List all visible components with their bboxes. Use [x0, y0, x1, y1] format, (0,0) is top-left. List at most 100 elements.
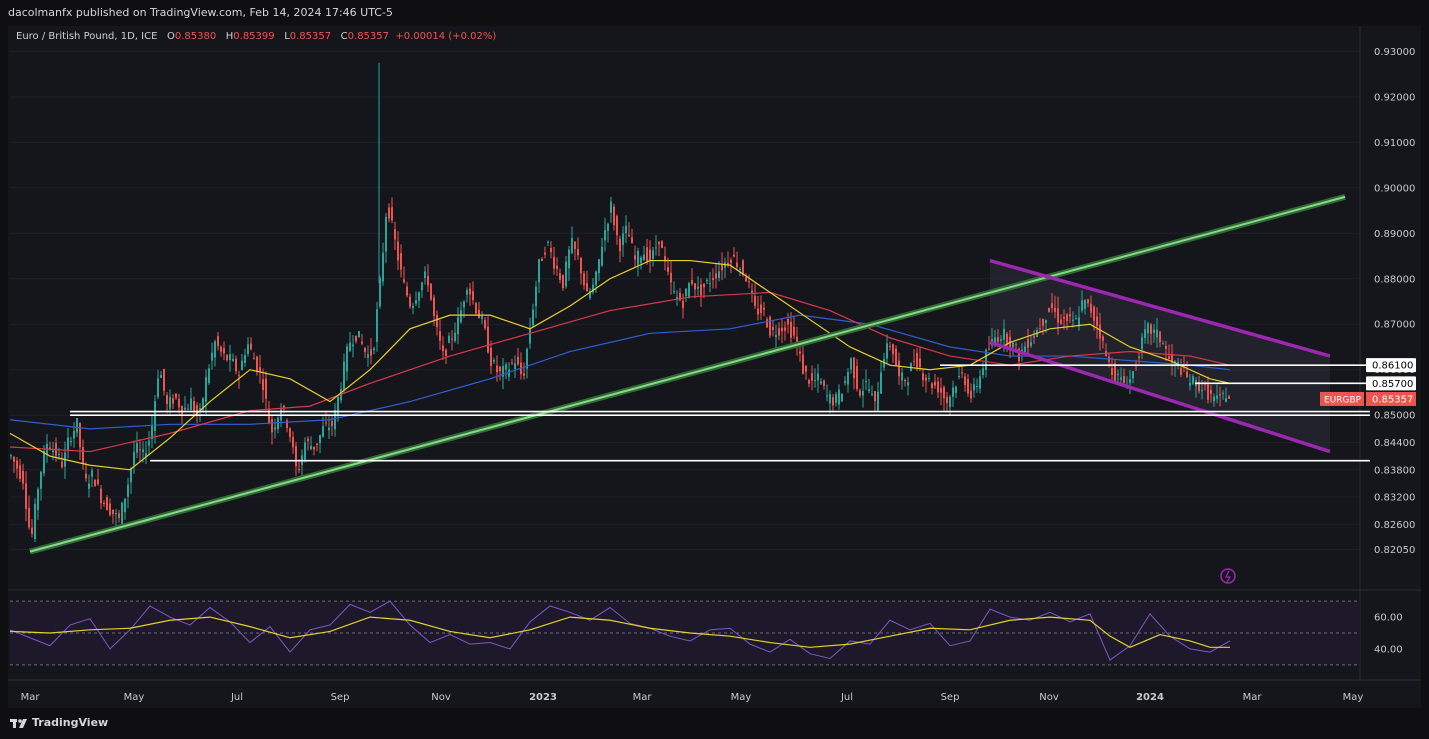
- candle-body: [67, 437, 69, 451]
- candle-body: [1072, 319, 1074, 321]
- candle-body: [292, 437, 294, 448]
- candle-body: [841, 393, 843, 402]
- time-tick-label: Sep: [331, 692, 350, 703]
- candle-body: [538, 259, 540, 283]
- candle-body: [982, 368, 984, 376]
- candle-body: [904, 379, 906, 381]
- candle-body: [109, 503, 111, 515]
- price-tick-label: 0.88000: [1374, 274, 1415, 285]
- trendline[interactable]: [29, 195, 1346, 553]
- brand-footer[interactable]: TradingView: [10, 716, 108, 729]
- lightning-icon[interactable]: [1220, 568, 1236, 584]
- rsi-ma-line: [9, 616, 1230, 648]
- channel-upper-line[interactable]: [989, 258, 1331, 358]
- candle-body: [337, 396, 339, 417]
- candle-body: [604, 229, 606, 241]
- candle-body: [793, 326, 795, 336]
- candle-body: [373, 348, 375, 351]
- channel-lower-line[interactable]: [989, 340, 1331, 454]
- candle-body: [544, 252, 546, 255]
- candle-body: [403, 279, 405, 283]
- last-price-tag: [1366, 391, 1416, 406]
- candle-body: [382, 252, 384, 282]
- candle-body: [487, 326, 489, 353]
- candle-body: [799, 351, 801, 354]
- candle-body: [106, 497, 108, 511]
- candle-body: [223, 348, 225, 354]
- candle-body: [184, 407, 186, 410]
- channel-zone: [990, 260, 1330, 452]
- candle-body: [745, 277, 747, 282]
- candle-body: [937, 381, 939, 393]
- candle-body: [253, 358, 255, 360]
- candle-body: [283, 405, 285, 409]
- candle-body: [829, 394, 831, 404]
- candle-body: [547, 241, 549, 243]
- candle-body: [196, 405, 198, 416]
- candle-body: [274, 427, 276, 430]
- candle-body: [622, 233, 624, 245]
- candle-body: [664, 255, 666, 262]
- candle-body: [961, 372, 963, 374]
- candle-body: [31, 527, 33, 534]
- level-price-tag: [1366, 358, 1416, 373]
- candle-body: [682, 300, 684, 309]
- time-tick-label: May: [1343, 692, 1364, 703]
- candle-body: [358, 331, 360, 338]
- candle-body: [112, 509, 114, 515]
- candle-body: [163, 369, 165, 391]
- candle-body: [259, 367, 261, 373]
- candle-body: [208, 368, 210, 384]
- candle-body: [394, 229, 396, 240]
- candle-body: [1033, 336, 1035, 338]
- candle-body: [1063, 316, 1065, 319]
- candle-body: [454, 332, 456, 342]
- candle-body: [523, 373, 525, 376]
- candle-body: [166, 395, 168, 404]
- candle-body: [781, 327, 783, 332]
- candle-body: [730, 259, 732, 263]
- candle-body: [496, 365, 498, 373]
- candle-body: [898, 360, 900, 377]
- lightning-icon-bolt: [1224, 570, 1232, 583]
- candle-body: [613, 206, 615, 226]
- candle-body: [412, 306, 414, 309]
- candle-body: [907, 382, 909, 386]
- candle-body: [250, 343, 252, 350]
- candle-body: [586, 283, 588, 292]
- candle-body: [1219, 394, 1221, 396]
- candle-body: [1057, 308, 1059, 323]
- candle-body: [490, 348, 492, 366]
- candle-body: [484, 319, 486, 329]
- candle-body: [1090, 303, 1092, 313]
- candle-body: [1000, 339, 1002, 341]
- candle-body: [574, 241, 576, 250]
- candle-body: [1102, 336, 1104, 341]
- candle-body: [1111, 368, 1113, 375]
- candle-body: [985, 349, 987, 370]
- candle-body: [943, 387, 945, 399]
- candle-body: [421, 282, 423, 291]
- price-tick-label: 0.92000: [1374, 92, 1415, 103]
- candle-body: [709, 283, 711, 285]
- candle-body: [796, 336, 798, 344]
- candle-body: [160, 375, 162, 378]
- candle-body: [445, 349, 447, 357]
- candle-body: [802, 354, 804, 375]
- candle-body: [964, 376, 966, 386]
- candle-body: [733, 254, 735, 257]
- candle-body: [1180, 367, 1182, 375]
- candle-body: [628, 234, 630, 237]
- candle-body: [652, 250, 654, 259]
- moving-average-200: [9, 314, 1231, 430]
- candle-body: [238, 375, 240, 377]
- candle-body: [973, 384, 975, 391]
- candle-body: [103, 503, 105, 505]
- candle-body: [676, 296, 678, 299]
- candle-body: [400, 253, 402, 270]
- candle-body: [1192, 376, 1194, 384]
- candle-body: [211, 352, 213, 361]
- candle-body: [367, 354, 369, 358]
- candle-body: [472, 291, 474, 301]
